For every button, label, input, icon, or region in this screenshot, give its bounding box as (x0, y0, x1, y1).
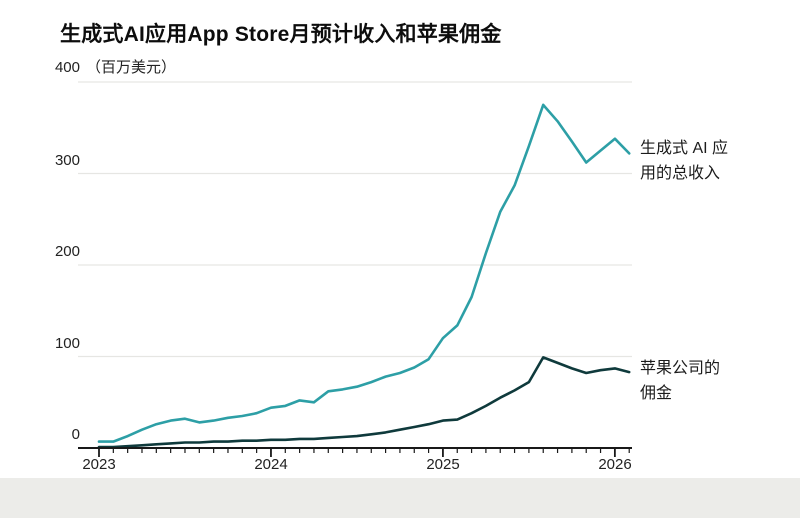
x-tick-label-2023: 2023 (82, 456, 116, 473)
y-tick-label-400: 400 (54, 59, 80, 76)
page-footer-strip (0, 478, 800, 518)
chart-title: 生成式AI应用App Store月预计收入和苹果佣金 (60, 23, 502, 46)
commission-series-label-line2: 佣金 (640, 385, 673, 402)
y-tick-label-100: 100 (54, 335, 80, 352)
y-axis-top-label: 400 （百万美元） (40, 56, 176, 77)
revenue-series-label-line2: 用的总收入 (640, 165, 721, 182)
y-tick-label-200: 200 (54, 243, 80, 260)
y-axis-unit-label: （百万美元） (86, 59, 177, 76)
x-tick-label-2026: 2026 (598, 456, 632, 473)
y-tick-label-0: 0 (71, 426, 80, 443)
x-tick-label-2024: 2024 (254, 456, 288, 473)
y-tick-label-300: 300 (54, 152, 80, 169)
commission-series-label: 苹果公司的 佣金 (640, 356, 790, 406)
revenue-series-label: 生成式 AI 应 用的总收入 (640, 136, 790, 186)
x-tick-label-2025: 2025 (426, 456, 460, 473)
revenue-series-label-line1: 生成式 AI 应 (640, 140, 729, 157)
commission-series-label-line1: 苹果公司的 (640, 360, 721, 377)
commission-line (97, 356, 631, 449)
revenue-line (97, 103, 631, 443)
